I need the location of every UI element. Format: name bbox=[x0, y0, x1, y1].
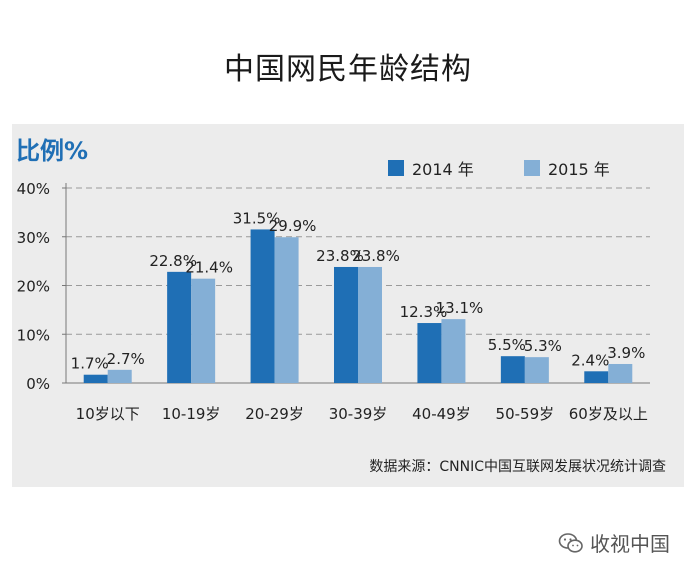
y-tick-label: 0% bbox=[26, 375, 50, 393]
legend-label: 2015 年 bbox=[548, 160, 610, 179]
wechat-icon bbox=[558, 532, 583, 553]
x-tick-label: 10岁以下 bbox=[76, 405, 140, 423]
legend-label: 2014 年 bbox=[412, 160, 474, 179]
bar-2014 bbox=[334, 266, 358, 383]
data-label: 2.4% bbox=[571, 351, 609, 369]
x-tick-label: 50-59岁 bbox=[496, 405, 555, 423]
bar-2014 bbox=[83, 374, 108, 383]
bar-2015 bbox=[107, 369, 132, 383]
data-label: 5.3% bbox=[524, 337, 562, 355]
bar-2014 bbox=[584, 371, 609, 383]
legend-swatch bbox=[524, 160, 540, 176]
y-tick-label: 10% bbox=[17, 326, 50, 344]
x-tick-label: 30-39岁 bbox=[329, 405, 388, 423]
data-label: 23.8% bbox=[316, 247, 364, 265]
watermark: 收视中国 bbox=[558, 528, 670, 557]
bar-2015 bbox=[191, 278, 216, 383]
bar-2014 bbox=[500, 356, 525, 383]
y-tick-label: 20% bbox=[17, 278, 50, 296]
bar-2015 bbox=[358, 266, 382, 383]
bar-2015 bbox=[441, 319, 466, 383]
bar-2015 bbox=[608, 363, 633, 383]
bar-2014 bbox=[250, 229, 275, 383]
data-label: 23.8% bbox=[352, 247, 400, 265]
x-tick-label: 60岁及以上 bbox=[569, 405, 648, 423]
y-tick-label: 30% bbox=[17, 229, 50, 247]
data-label: 31.5% bbox=[233, 209, 281, 227]
x-tick-label: 20-29岁 bbox=[245, 405, 304, 423]
source-note: 数据来源：CNNIC中国互联网发展状况统计调查 bbox=[369, 459, 666, 475]
data-label: 29.9% bbox=[269, 217, 317, 235]
data-label: 3.9% bbox=[607, 344, 645, 362]
y-axis-label: 比例% bbox=[16, 137, 89, 165]
data-label: 13.1% bbox=[436, 299, 484, 317]
data-label: 5.5% bbox=[488, 336, 526, 354]
x-tick-label: 40-49岁 bbox=[412, 405, 471, 423]
legend-swatch bbox=[388, 160, 404, 176]
x-tick-label: 10-19岁 bbox=[162, 405, 221, 423]
data-label: 21.4% bbox=[185, 259, 233, 277]
y-tick-label: 40% bbox=[17, 180, 50, 198]
watermark-text: 收视中国 bbox=[590, 532, 670, 556]
bar-2014 bbox=[167, 271, 192, 383]
bar-2014 bbox=[417, 323, 442, 383]
data-label: 12.3% bbox=[400, 303, 448, 321]
bar-2015 bbox=[524, 357, 549, 383]
bar-2015 bbox=[274, 237, 299, 383]
data-label: 2.7% bbox=[107, 350, 145, 368]
data-label: 1.7% bbox=[71, 355, 109, 373]
data-label: 22.8% bbox=[149, 252, 197, 270]
chart-title: 中国网民年龄结构 bbox=[224, 52, 472, 87]
